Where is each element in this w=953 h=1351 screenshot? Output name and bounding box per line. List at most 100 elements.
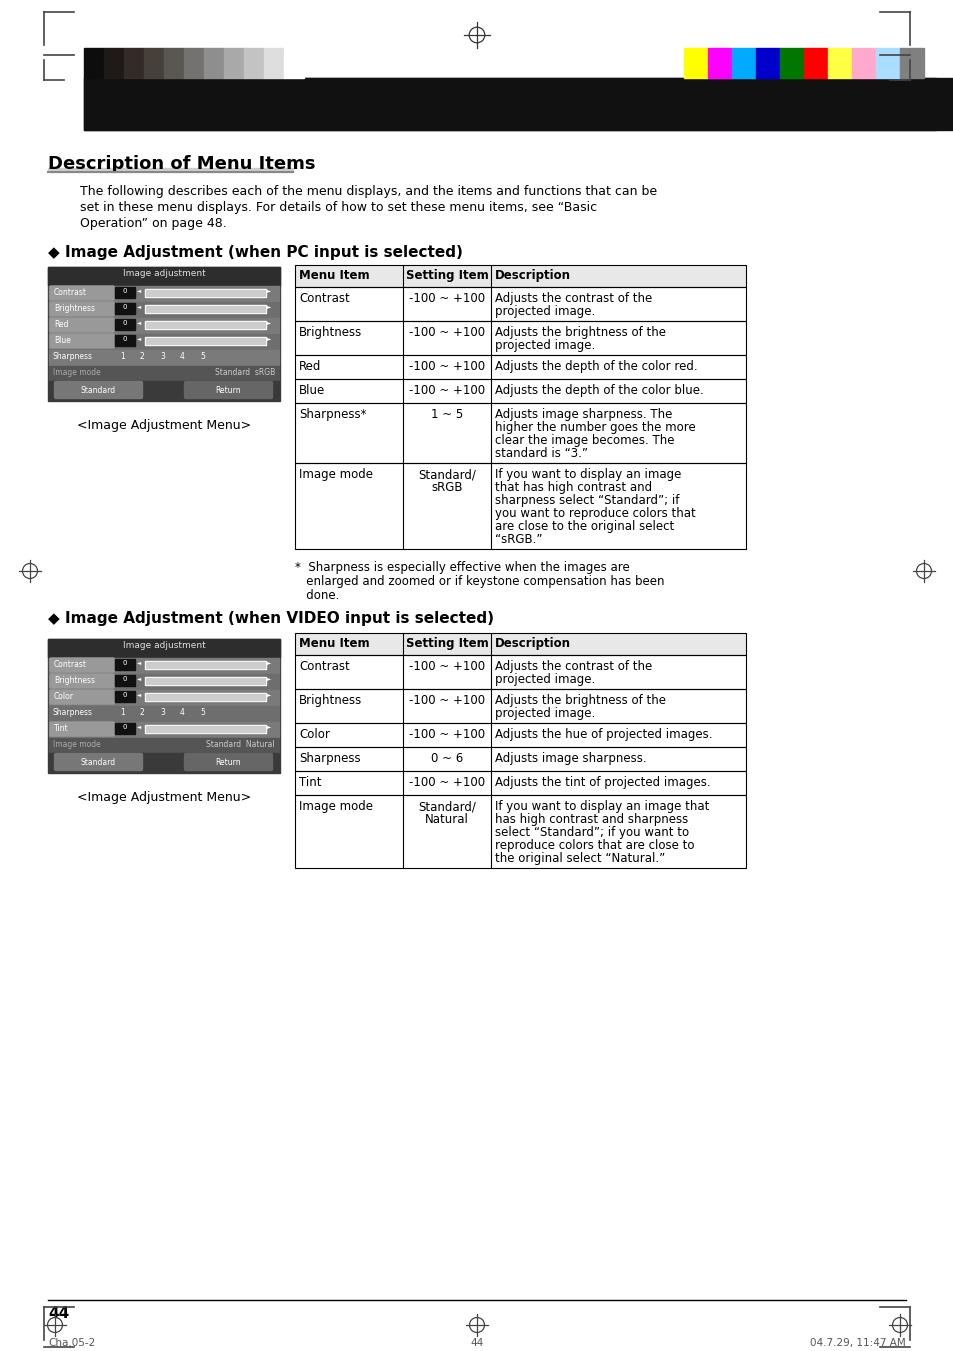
Text: Return: Return xyxy=(215,386,240,394)
Text: ◄: ◄ xyxy=(137,661,141,665)
Bar xyxy=(264,49,284,78)
Bar xyxy=(294,794,745,867)
Text: Sharpness: Sharpness xyxy=(53,353,92,361)
Text: -100 ~ +100: -100 ~ +100 xyxy=(409,728,484,740)
Text: 0: 0 xyxy=(123,724,127,730)
FancyBboxPatch shape xyxy=(50,303,113,316)
Bar xyxy=(145,661,266,669)
Bar xyxy=(146,678,265,684)
Text: 0 ~ 6: 0 ~ 6 xyxy=(431,753,462,765)
Bar xyxy=(224,49,244,78)
Bar xyxy=(48,639,280,773)
Bar xyxy=(49,303,278,317)
FancyBboxPatch shape xyxy=(50,334,113,349)
Text: that has high contrast and: that has high contrast and xyxy=(495,481,652,494)
Bar xyxy=(294,771,745,794)
Bar xyxy=(146,290,265,296)
Bar xyxy=(115,286,135,299)
Bar xyxy=(294,634,745,655)
Text: Blue: Blue xyxy=(54,336,71,345)
Text: Adjusts the depth of the color red.: Adjusts the depth of the color red. xyxy=(495,359,697,373)
Bar xyxy=(145,336,266,345)
Bar xyxy=(115,335,135,346)
Bar xyxy=(145,693,266,701)
Text: 04.7.29, 11:47 AM: 04.7.29, 11:47 AM xyxy=(809,1337,905,1348)
Bar xyxy=(115,303,135,313)
Text: Color: Color xyxy=(54,692,74,701)
Bar xyxy=(294,355,745,380)
Text: Natural: Natural xyxy=(425,813,469,825)
Bar xyxy=(49,350,278,365)
Bar xyxy=(49,366,278,381)
Text: 2: 2 xyxy=(140,353,145,361)
Text: ►: ► xyxy=(267,288,271,293)
Text: Contrast: Contrast xyxy=(54,288,87,297)
Text: Return: Return xyxy=(215,758,240,767)
Bar xyxy=(244,49,264,78)
Bar xyxy=(84,78,935,130)
Bar xyxy=(184,49,204,78)
Text: reproduce colors that are close to: reproduce colors that are close to xyxy=(495,839,694,852)
Text: Sharpness*: Sharpness* xyxy=(298,408,366,422)
Text: Adjusts the contrast of the: Adjusts the contrast of the xyxy=(495,661,652,673)
Bar xyxy=(145,289,266,297)
Bar xyxy=(294,634,745,655)
Text: ►: ► xyxy=(267,676,271,681)
Text: Contrast: Contrast xyxy=(54,661,87,669)
Text: Setting Item: Setting Item xyxy=(405,269,488,282)
Bar xyxy=(294,747,745,771)
Text: The following describes each of the menu displays, and the items and functions t: The following describes each of the menu… xyxy=(80,185,657,199)
Text: ◄: ◄ xyxy=(137,320,141,326)
Text: ◄: ◄ xyxy=(137,676,141,681)
Bar xyxy=(115,659,135,670)
Bar xyxy=(104,49,124,78)
Text: Brightness: Brightness xyxy=(298,694,362,707)
Bar xyxy=(115,319,135,330)
Bar xyxy=(124,49,144,78)
Bar xyxy=(49,317,278,332)
Text: 0: 0 xyxy=(123,692,127,698)
Text: <Image Adjustment Menu>: <Image Adjustment Menu> xyxy=(77,790,251,804)
Text: Adjusts the contrast of the: Adjusts the contrast of the xyxy=(495,292,652,305)
Bar xyxy=(49,334,278,349)
Text: are close to the original select: are close to the original select xyxy=(495,520,674,534)
Text: the original select “Natural.”: the original select “Natural.” xyxy=(495,852,664,865)
Text: Description: Description xyxy=(495,269,571,282)
Text: ◄: ◄ xyxy=(137,692,141,697)
Bar xyxy=(84,78,953,130)
Text: Image adjustment: Image adjustment xyxy=(123,640,205,650)
Text: ►: ► xyxy=(267,304,271,309)
Text: set in these menu displays. For details of how to set these menu items, see “Bas: set in these menu displays. For details … xyxy=(80,201,597,213)
Text: 44: 44 xyxy=(48,1306,70,1321)
Bar xyxy=(294,286,745,322)
Bar xyxy=(48,267,280,401)
Text: 0: 0 xyxy=(123,320,127,326)
FancyBboxPatch shape xyxy=(50,690,113,704)
FancyBboxPatch shape xyxy=(50,721,113,736)
Text: done.: done. xyxy=(294,589,339,603)
Text: standard is “3.”: standard is “3.” xyxy=(495,447,587,459)
FancyBboxPatch shape xyxy=(50,317,113,332)
Text: Adjusts the tint of projected images.: Adjusts the tint of projected images. xyxy=(495,775,710,789)
Bar xyxy=(164,49,184,78)
Text: -100 ~ +100: -100 ~ +100 xyxy=(409,661,484,673)
Text: higher the number goes the more: higher the number goes the more xyxy=(495,422,695,434)
Bar xyxy=(294,655,745,689)
Bar xyxy=(115,690,135,703)
Text: If you want to display an image that: If you want to display an image that xyxy=(495,800,709,813)
Text: has high contrast and sharpness: has high contrast and sharpness xyxy=(495,813,687,825)
Text: 5: 5 xyxy=(200,708,205,717)
Bar xyxy=(115,676,135,686)
Text: *  Sharpness is especially effective when the images are: * Sharpness is especially effective when… xyxy=(294,561,629,574)
Bar xyxy=(294,403,745,463)
Bar xyxy=(146,305,265,312)
Text: ►: ► xyxy=(267,661,271,665)
Text: If you want to display an image: If you want to display an image xyxy=(495,467,680,481)
Text: projected image.: projected image. xyxy=(495,305,595,317)
Bar xyxy=(48,168,293,172)
Text: Standard/: Standard/ xyxy=(417,800,476,813)
Text: 1: 1 xyxy=(120,353,125,361)
Text: <Image Adjustment Menu>: <Image Adjustment Menu> xyxy=(77,419,251,432)
Text: projected image.: projected image. xyxy=(495,707,595,720)
Bar xyxy=(115,723,135,734)
